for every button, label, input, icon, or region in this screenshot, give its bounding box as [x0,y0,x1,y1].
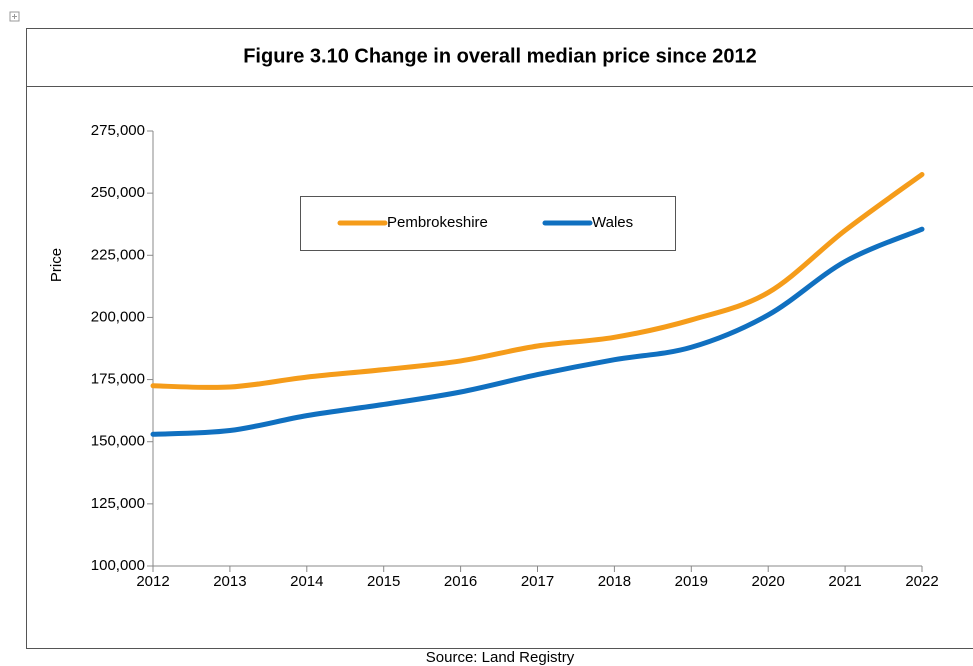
x-tick-label: 2018 [598,573,631,590]
legend-box [300,196,676,251]
x-tick-label: 2021 [828,573,861,590]
y-tick-label: 275,000 [91,122,145,139]
chart-title: Figure 3.10 Change in overall median pri… [243,45,757,67]
legend-label: Pembrokeshire [387,214,488,231]
source-note: Source: Land Registry [426,649,575,666]
y-tick-label: 100,000 [91,557,145,574]
y-tick-label: 150,000 [91,433,145,450]
x-tick-label: 2017 [521,573,554,590]
x-tick-label: 2020 [752,573,785,590]
x-tick-label: 2022 [905,573,938,590]
x-tick-label: 2015 [367,573,400,590]
legend-label: Wales [592,214,633,231]
y-tick-label: 225,000 [91,246,145,263]
chart-frame [26,28,973,649]
y-tick-label: 200,000 [91,308,145,325]
series-line [150,172,925,390]
move-handle[interactable] [9,11,20,22]
x-tick-label: 2016 [444,573,477,590]
x-tick-label: 2013 [213,573,246,590]
series-line [150,226,925,437]
x-tick-label: 2014 [290,573,323,590]
y-tick-label: 125,000 [91,495,145,512]
x-tick-label: 2012 [136,573,169,590]
y-tick-label: 175,000 [91,371,145,388]
x-tick-label: 2019 [675,573,708,590]
y-tick-label: 250,000 [91,184,145,201]
y-axis-title: Price [48,248,65,282]
